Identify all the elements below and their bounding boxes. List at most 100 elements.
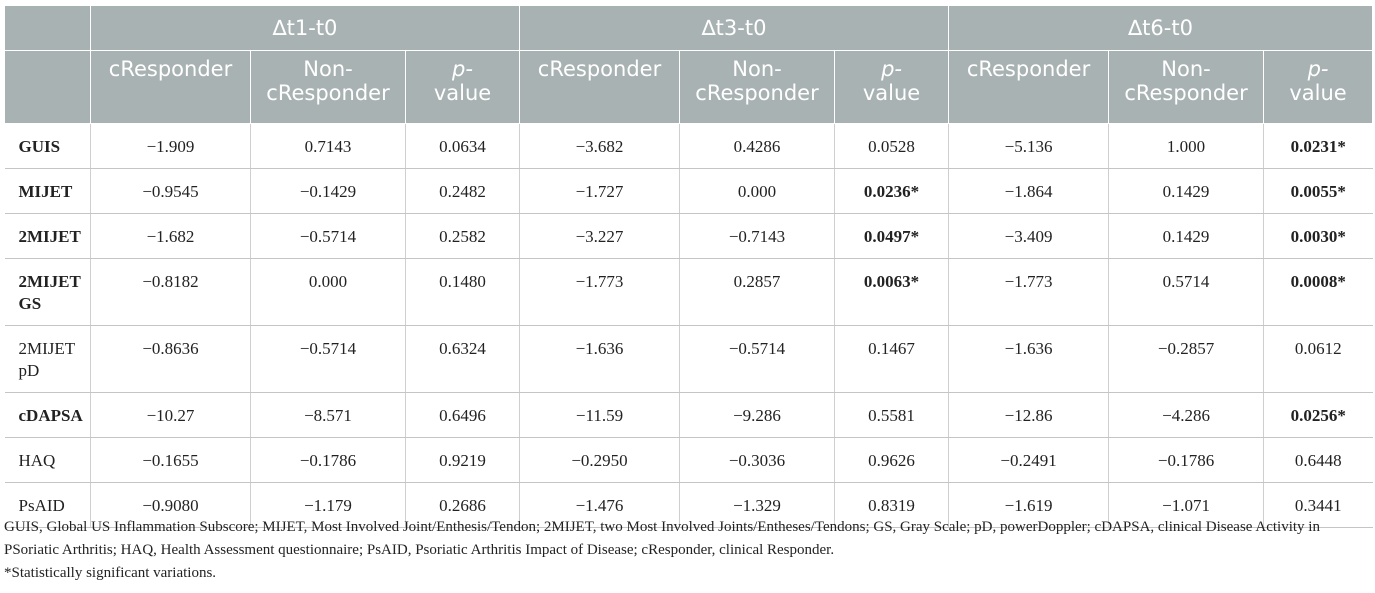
col-header-p-value: p-value <box>1263 50 1374 124</box>
table-cell: 0.0256* <box>1263 392 1373 438</box>
col-header-p-value: p-value <box>834 50 950 124</box>
table-cell: 0.9219 <box>405 437 521 483</box>
row-label: GUIS <box>4 123 91 169</box>
table-cell: −1.682 <box>90 213 251 259</box>
table-cell: 0.0008* <box>1263 258 1373 326</box>
table-cell: 0.2686 <box>405 482 521 528</box>
table-cell: −8.571 <box>250 392 406 438</box>
row-label: cDAPSA <box>4 392 91 438</box>
col-header-p-value: p-value <box>404 50 521 124</box>
table-cell: 0.0612 <box>1263 325 1373 393</box>
table-cell: −0.1786 <box>1108 437 1265 483</box>
table-cell: −0.8182 <box>90 258 251 326</box>
table-footnotes: GUIS, Global US Inflammation Subscore; M… <box>4 516 1369 585</box>
table-cell: −0.1429 <box>250 168 406 214</box>
table-cell: 0.0063* <box>834 258 950 326</box>
table-cell: −11.59 <box>519 392 681 438</box>
table-cell: 0.1429 <box>1108 213 1265 259</box>
table-cell: −0.9080 <box>90 482 251 528</box>
table-cell: 0.6324 <box>405 325 521 393</box>
table-cell: −0.7143 <box>679 213 836 259</box>
table-row: 2MIJET pD −0.8636 −0.5714 0.6324 −1.636 −0.57… <box>4 325 1373 393</box>
table-cell: −4.286 <box>1108 392 1265 438</box>
table-cell: 0.2857 <box>679 258 836 326</box>
table-cell: −0.2950 <box>519 437 681 483</box>
table-cell: −0.3036 <box>679 437 836 483</box>
significance-note: *Statistically significant variations. <box>4 565 217 581</box>
table-cell: −3.227 <box>519 213 681 259</box>
table-cell: 0.2582 <box>405 213 521 259</box>
col-header-non-responder: Non-cResponder <box>250 50 406 124</box>
table-cell: −1.727 <box>519 168 681 214</box>
group-header: ∆t1-t0 <box>89 5 521 51</box>
table-cell: −3.682 <box>519 123 681 169</box>
table-cell: −0.2491 <box>948 437 1110 483</box>
table-cell: 0.4286 <box>679 123 836 169</box>
table-cell: 0.1467 <box>834 325 950 393</box>
table-cell: −1.476 <box>519 482 681 528</box>
table-cell: −9.286 <box>679 392 836 438</box>
table-cell: 0.0236* <box>834 168 950 214</box>
value-label: value <box>433 81 492 105</box>
table-cell: 0.3441 <box>1263 482 1373 528</box>
value-label: value <box>1289 81 1347 105</box>
table-cell: −1.329 <box>679 482 836 528</box>
table-cell: 0.1480 <box>405 258 521 326</box>
corner-header <box>4 50 91 124</box>
table-cell: 0.000 <box>250 258 406 326</box>
results-table: ∆t1-t0 ∆t3-t0 ∆t6-t0 cResponder Non-cResp… <box>4 5 1374 528</box>
col-header-non-responder: Non-cResponder <box>1108 50 1265 124</box>
table-cell: 0.9626 <box>834 437 950 483</box>
abbreviations-note: GUIS, Global US Inflammation Subscore; M… <box>4 519 1320 558</box>
col-header-responder: cResponder <box>519 50 681 124</box>
table-cell: 0.6448 <box>1263 437 1373 483</box>
table-cell: 0.5581 <box>834 392 950 438</box>
table-cell: −1.773 <box>519 258 681 326</box>
table-cell: −10.27 <box>90 392 251 438</box>
table-row: PsAID −0.9080 −1.179 0.2686 −1.476 −1.329 0.83… <box>4 482 1373 528</box>
table-cell: −0.8636 <box>90 325 251 393</box>
table-row: MIJET −0.9545 −0.1429 0.2482 −1.727 0.000 0.02… <box>4 168 1373 214</box>
table-cell: −1.909 <box>90 123 251 169</box>
p-label: p- <box>881 57 902 81</box>
table-row: 2MIJET GS −0.8182 0.000 0.1480 −1.773 0.2857 0… <box>4 258 1373 326</box>
table-cell: 0.0634 <box>405 123 521 169</box>
table-row: HAQ −0.1655 −0.1786 0.9219 −0.2950 −0.3036 0.9… <box>4 437 1373 483</box>
row-label: PsAID <box>4 482 91 528</box>
table-cell: −1.179 <box>250 482 406 528</box>
table-row: GUIS −1.909 0.7143 0.0634 −3.682 0.4286 0.0528… <box>4 123 1373 169</box>
table-cell: 0.1429 <box>1108 168 1265 214</box>
table-cell: 1.000 <box>1108 123 1265 169</box>
table-cell: 0.8319 <box>834 482 950 528</box>
table-cell: 0.7143 <box>250 123 406 169</box>
col-header-responder: cResponder <box>948 50 1110 124</box>
table-cell: −3.409 <box>948 213 1110 259</box>
table-cell: 0.0497* <box>834 213 950 259</box>
row-label: 2MIJET <box>4 213 91 259</box>
table-cell: −0.2857 <box>1108 325 1265 393</box>
p-label: p- <box>452 57 473 81</box>
corner-header <box>4 5 91 51</box>
table-cell: −1.071 <box>1108 482 1265 528</box>
table-cell: −12.86 <box>948 392 1110 438</box>
table-cell: 0.0528 <box>834 123 950 169</box>
table-cell: −1.773 <box>948 258 1110 326</box>
table-cell: 0.0030* <box>1263 213 1373 259</box>
col-header-non-responder: Non-cResponder <box>679 50 836 124</box>
row-label: 2MIJET GS <box>4 258 91 326</box>
table-cell: 0.0055* <box>1263 168 1373 214</box>
table-cell: −0.9545 <box>90 168 251 214</box>
table-cell: −5.136 <box>948 123 1110 169</box>
table-cell: −1.619 <box>948 482 1110 528</box>
row-label: 2MIJET pD <box>4 325 91 393</box>
table-cell: −0.1655 <box>90 437 251 483</box>
table-cell: 0.2482 <box>405 168 521 214</box>
table-cell: −0.1786 <box>250 437 406 483</box>
table-cell: −1.636 <box>519 325 681 393</box>
col-header-responder: cResponder <box>90 50 251 124</box>
table-cell: −0.5714 <box>250 213 406 259</box>
group-header: ∆t3-t0 <box>519 5 950 51</box>
row-label: MIJET <box>4 168 91 214</box>
p-label: p- <box>1307 57 1329 81</box>
table-row: cDAPSA −10.27 −8.571 0.6496 −11.59 −9.286 0.55… <box>4 392 1373 438</box>
